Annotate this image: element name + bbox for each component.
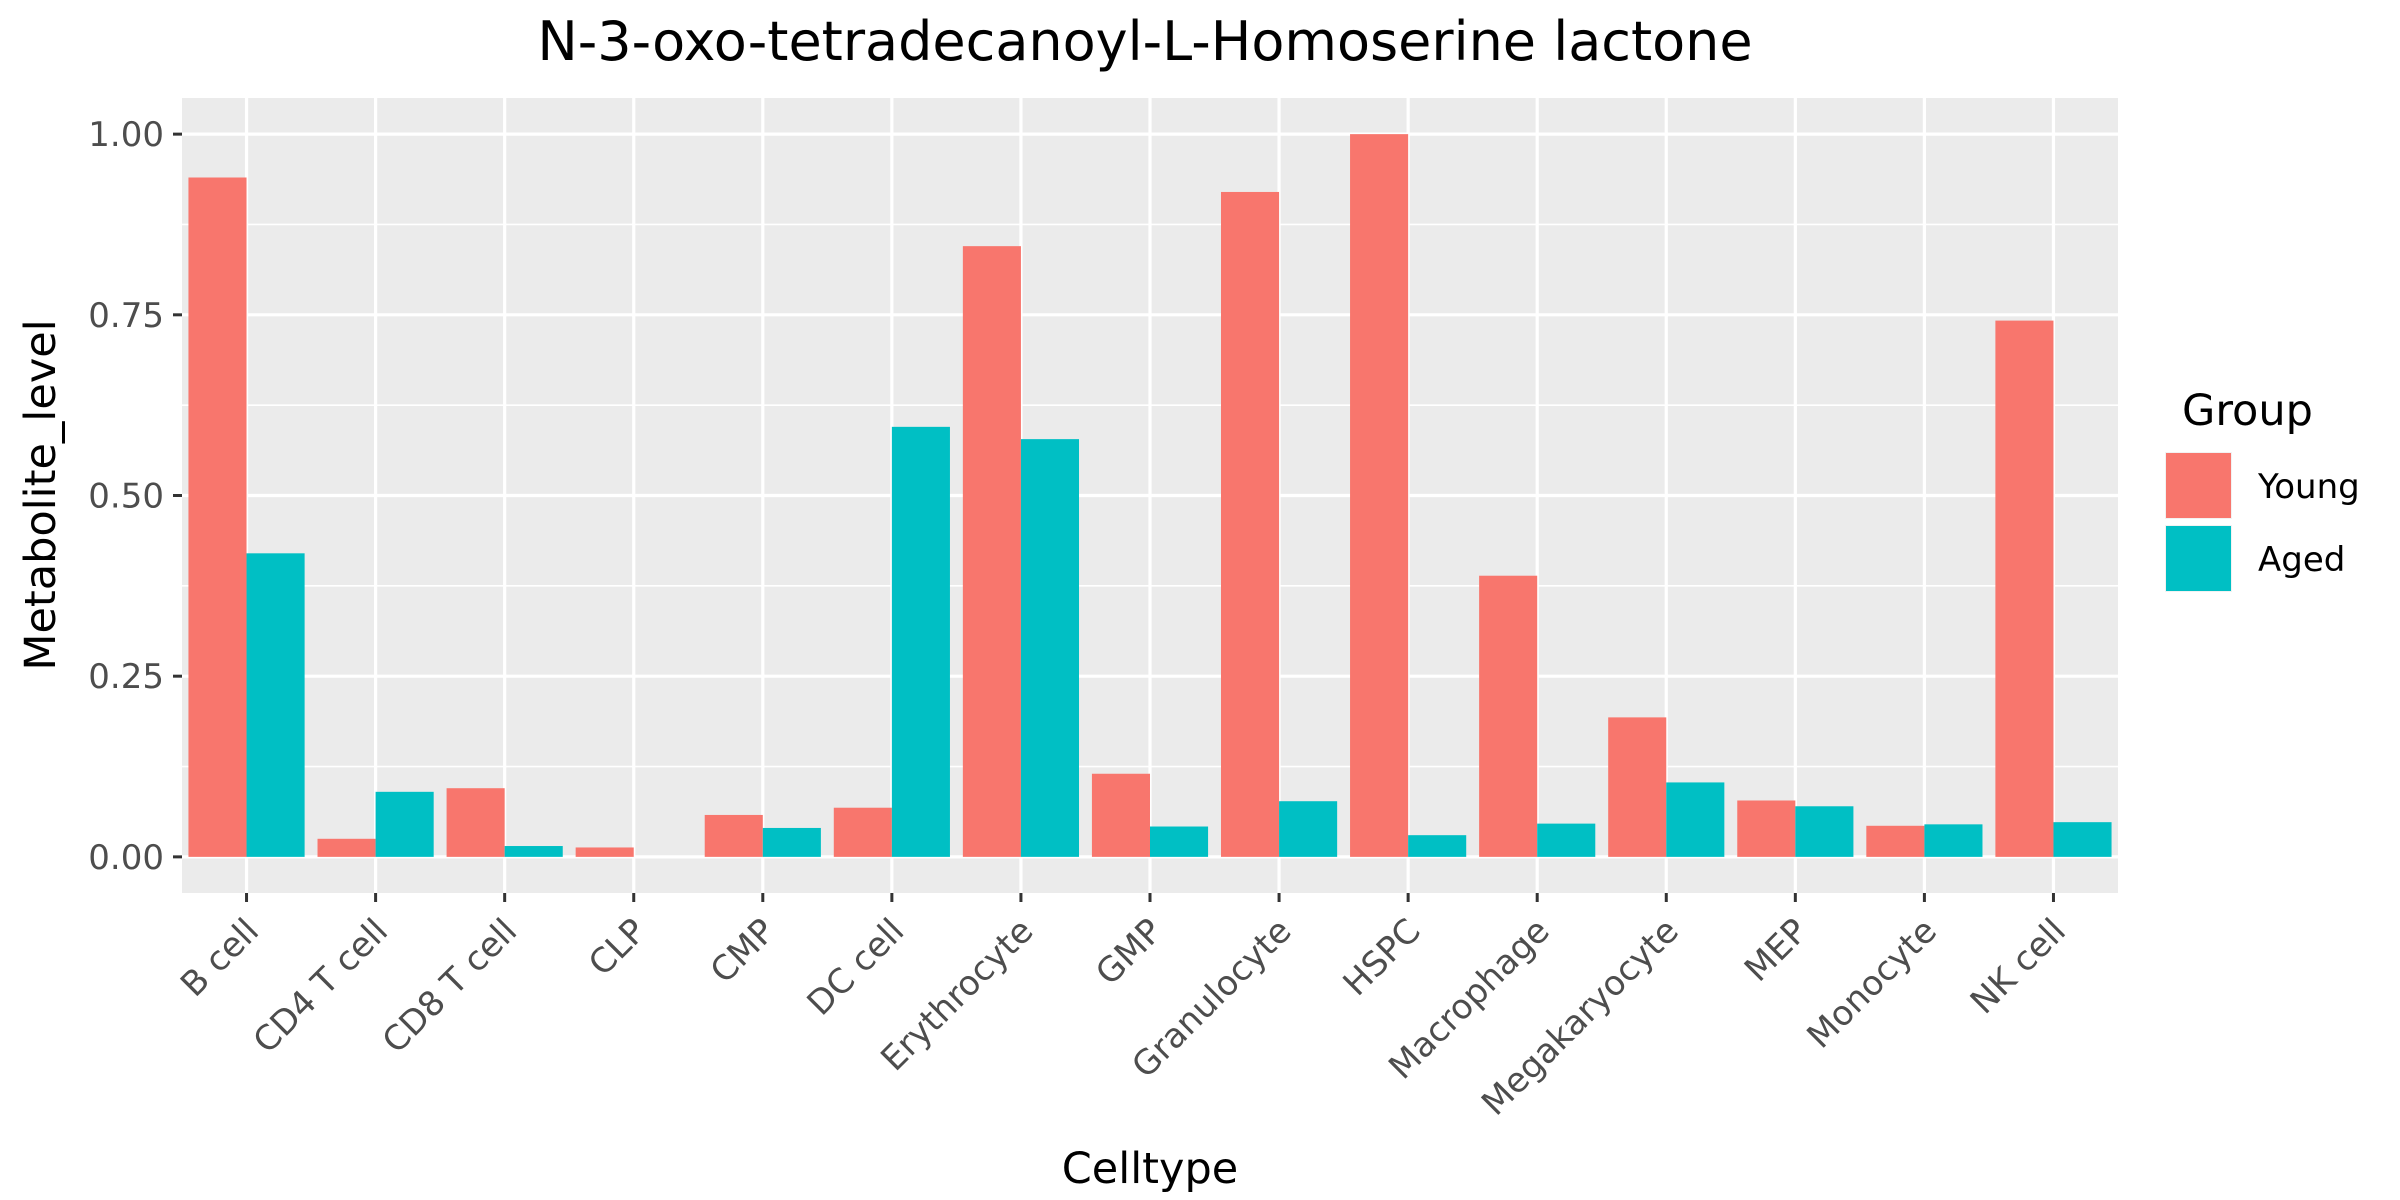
bar-young <box>1220 191 1280 857</box>
x-tick-label: CLP <box>581 911 654 984</box>
bar-young <box>1608 717 1667 857</box>
bar-young <box>1091 773 1150 857</box>
x-tick-label: CD8 T cell <box>375 911 525 1061</box>
bars <box>188 134 2112 857</box>
bar-young <box>1350 134 1409 857</box>
bar-aged <box>762 827 821 857</box>
x-tick-label: Monocyte <box>1799 911 1944 1056</box>
x-tick-label: B cell <box>173 911 267 1005</box>
legend-title: Group <box>2182 386 2313 436</box>
bar-aged <box>2053 822 2112 857</box>
x-tick-label: HSPC <box>1336 911 1429 1004</box>
bar-aged <box>1408 835 1467 857</box>
x-tick-label: CD4 T cell <box>246 911 396 1061</box>
legend-label-young: Young <box>2257 467 2360 507</box>
bar-young <box>962 246 1021 857</box>
legend-key-young <box>2166 453 2231 518</box>
bar-young <box>1995 320 2054 857</box>
bar-aged <box>1020 439 1080 857</box>
bar-aged <box>1924 824 1983 857</box>
bar-young <box>1479 575 1538 857</box>
bar-young <box>446 788 505 857</box>
bar-young <box>575 847 634 857</box>
bar-aged <box>375 791 434 857</box>
bar-aged <box>1537 823 1596 857</box>
bar-aged <box>891 426 950 857</box>
bar-aged <box>1666 782 1725 857</box>
x-axis-title: Celltype <box>1062 1144 1238 1194</box>
bar-young <box>317 838 376 857</box>
bar-aged <box>1150 826 1209 857</box>
bar-young <box>1866 825 1925 857</box>
bar-young <box>704 814 763 857</box>
bar-aged <box>1279 801 1338 857</box>
bar-aged <box>246 553 305 857</box>
y-tick-label: 1.00 <box>88 115 164 155</box>
x-tick-label: NK cell <box>1963 911 2074 1022</box>
bar-aged <box>504 846 563 857</box>
bar-young <box>188 177 247 857</box>
y-tick-label: 0.50 <box>88 477 164 517</box>
bar-aged <box>1795 806 1854 857</box>
legend-label-aged: Aged <box>2258 540 2345 580</box>
x-tick-label: GMP <box>1088 911 1170 993</box>
x-tick-label: CMP <box>703 911 783 991</box>
legend-key-aged <box>2166 526 2231 591</box>
bar-young <box>1737 800 1796 857</box>
y-tick-label: 0.00 <box>88 838 164 878</box>
y-tick-label: 0.75 <box>88 296 164 336</box>
chart-title: N-3-oxo-tetradecanoyl-L-Homoserine lacto… <box>537 10 1752 73</box>
bar-young <box>833 807 892 857</box>
x-tick-label: DC cell <box>800 911 913 1024</box>
y-axis-title: Metabolite_level <box>16 319 66 670</box>
legend: Group Young Aged <box>2165 386 2360 592</box>
x-tick-label: MEP <box>1737 911 1816 990</box>
y-axis: 0.00 0.25 0.50 0.75 1.00 <box>88 115 182 878</box>
y-tick-label: 0.25 <box>88 657 164 697</box>
